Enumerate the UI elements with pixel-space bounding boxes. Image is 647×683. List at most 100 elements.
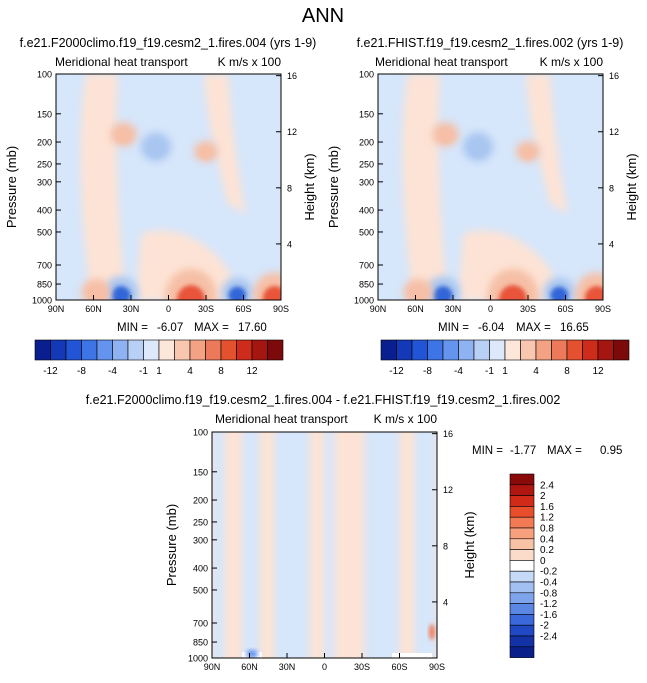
colorbar-cell [535,339,552,361]
y-tick-label: 500 [359,227,374,237]
panel-2-contours [403,122,603,300]
figure-title: ANN [302,5,344,27]
positive-anomaly [487,268,539,300]
panel-1-subtitle-right: K m/s x 100 [218,55,282,69]
negative-anomaly [543,277,576,300]
y-tick-label: 300 [37,177,52,187]
colorbar-cell [509,538,535,550]
y-right-tick-label: 8 [609,183,614,193]
colorbar-cell [509,527,535,540]
negative-band [242,432,260,658]
y-tick-label: 700 [359,260,374,270]
panel-3-ylabel: Pressure (mb) [164,504,179,586]
colorbar-cell [509,581,535,594]
colorbar-cell [509,635,535,648]
colorbar-label: 1.2 [540,513,554,524]
x-tick-label: 60N [407,304,424,314]
colorbar-label: -1.6 [540,610,558,621]
anomaly-core [438,129,453,143]
y-tick-label: 1000 [188,654,208,664]
colorbar-label: -0.8 [540,588,558,599]
panel-1-title: f.e21.F2000climo.f19_f19.cesm2_1.fires.0… [20,36,317,50]
anomaly-outer [165,268,217,300]
x-tick-label: 0 [322,662,327,672]
colorbar-label: 8 [218,366,224,377]
y-tick-label: 500 [37,227,52,237]
y-tick-label: 150 [193,467,208,477]
y-tick-label: 1000 [354,296,374,306]
positive-anomaly [165,268,217,300]
colorbar-label: -8 [423,366,432,377]
panel-3-max-value: 0.95 [600,445,622,457]
x-tick-label: 0 [166,304,171,314]
y-tick-label: 150 [359,109,374,119]
panel-2-subtitle-right: K m/s x 100 [540,55,604,69]
panel-1-min-label: MIN = [117,322,148,334]
panel-2-plot [378,74,603,300]
colorbar-cell [251,339,268,361]
negative-anomaly [103,276,139,300]
colorbar-label: 8 [564,366,570,377]
colorbar-label: 0.2 [540,545,554,556]
negative-anomaly [140,132,172,162]
x-tick-label: 90N [48,304,65,314]
panel-3-max-label: MAX = [547,445,582,457]
colorbar-cell [189,339,206,361]
colorbar-label: 1.6 [540,502,554,513]
colorbar-cell [112,339,129,361]
colorbar-cell [504,339,521,361]
panel-2-max-value: 16.65 [560,322,589,334]
panel-1-subtitle-left: Meridional heat transport [55,55,188,69]
panel-3-ylabel-right: Height (km) [462,511,477,578]
anomaly-core [584,286,603,300]
colorbar-cell [65,339,82,361]
y-tick-label: 400 [193,564,208,574]
panel-3-spot-white-2 [392,653,432,658]
panel-1-max-label: MAX = [194,322,229,334]
positive-anomaly [575,272,603,300]
positive-anomaly [110,122,137,147]
panel-3-spot-red [429,624,435,640]
colorbar-cell [597,339,614,361]
colorbar-label: -1 [485,366,494,377]
y-right-tick-label: 16 [287,71,297,81]
colorbar-cell [509,549,535,561]
colorbar-cell [509,473,535,486]
colorbar-cell [509,506,535,518]
colorbar-cell [582,339,599,361]
colorbar-cell [613,339,630,361]
y-tick-label: 400 [359,206,374,216]
y-tick-label: 1000 [32,296,52,306]
anomaly-core [409,286,427,300]
colorbar-label: 2.4 [540,480,554,491]
y-tick-label: 700 [193,618,208,628]
colorbar-cell [509,646,535,658]
panel-1-min-value: -6.07 [157,322,183,334]
colorbar-cell [473,339,490,361]
negative-band [274,432,310,658]
anomaly-core [498,285,528,300]
colorbar-cell [220,339,237,361]
anomaly-core [469,141,487,157]
panel-3-min-label: MIN = [472,445,503,457]
panel-1-axes: 90N 60N 30N 0 30S 60S 90S 100 150 200 250 300 400 500… [32,70,297,315]
anomaly-core [116,129,131,143]
y-right-tick-label: 16 [443,429,453,439]
panel-3-title: f.e21.F2000climo.f19_f19.cesm2_1.fires.0… [86,393,561,407]
colorbar-cell [50,339,67,361]
x-tick-label: 90N [204,662,221,672]
y-tick-label: 850 [193,638,208,648]
positive-anomaly [403,278,433,300]
colorbar-cell [509,603,535,615]
positive-anomaly [432,122,459,147]
colorbar-label: 12 [246,366,258,377]
colorbar-cell [427,339,444,361]
anomaly-core [228,286,246,300]
positive-anomaly [516,140,540,162]
x-tick-label: 90S [429,662,445,672]
colorbar-cell [158,339,175,361]
colorbar-cell [509,614,535,626]
colorbar-label: -2.4 [540,632,558,643]
x-tick-label: 30N [445,304,462,314]
anomaly-core [550,286,568,300]
